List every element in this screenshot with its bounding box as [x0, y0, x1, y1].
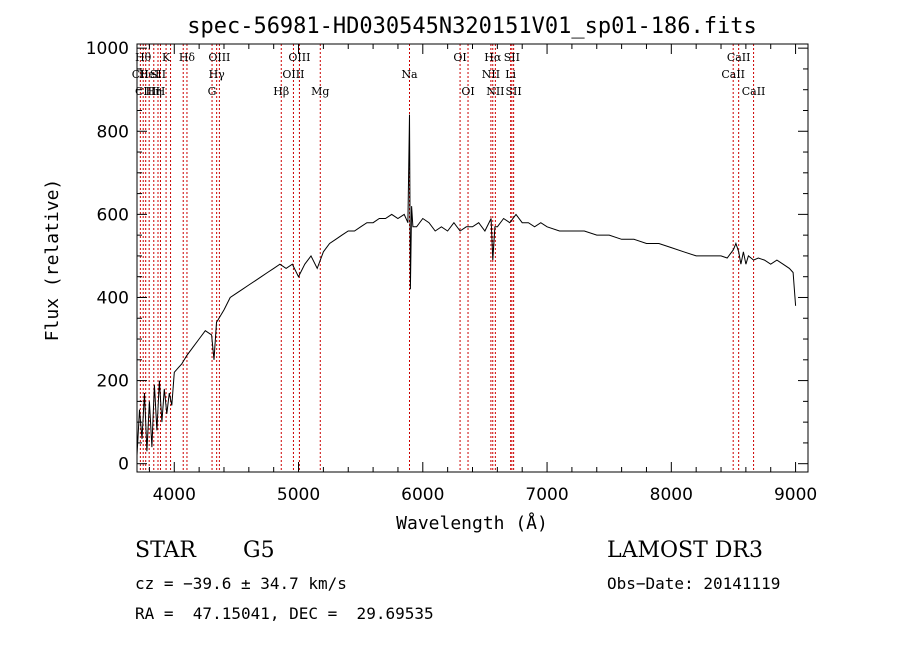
y-tick-label-800: 800 — [97, 122, 129, 142]
x-tick-label-6000: 6000 — [401, 485, 444, 505]
line-marker-label-24: Li — [505, 68, 516, 81]
line-marker-label-21: NII — [482, 68, 500, 81]
line-marker-label-18: Na — [401, 68, 418, 81]
line-marker-label-5: SII — [150, 68, 166, 81]
obs-date: Obs−Date: 20141119 — [607, 574, 781, 593]
x-tick-label-9000: 9000 — [774, 485, 817, 505]
chart-title: spec-56981-HD030545N320151V01_sp01-186.f… — [187, 14, 757, 39]
x-tick-label-7000: 7000 — [525, 485, 568, 505]
line-marker-label-16: OIII — [288, 51, 310, 64]
line-marker-label-6: H — [156, 85, 166, 98]
line-marker-label-1: Hθ — [135, 51, 152, 64]
object-class: STAR — [135, 538, 196, 563]
spectrum-line — [136, 114, 797, 456]
line-marker-label-11: G — [208, 85, 217, 98]
line-marker-label-14: Hβ — [273, 85, 289, 98]
line-marker-label-0: CII — [132, 68, 149, 81]
x-tick-label-8000: 8000 — [650, 485, 693, 505]
x-axis-label: Wavelength (Å) — [396, 512, 548, 534]
line-marker-label-22: Hα — [484, 51, 502, 64]
y-axis: 0 200 400 600 800 1000 — [86, 39, 808, 475]
line-marker-label-23: NII — [486, 85, 504, 98]
line-marker-label-29: CaII — [742, 85, 766, 98]
line-marker-label-3: HeI — [139, 68, 159, 81]
line-marker-label-19: OI — [453, 51, 466, 64]
line-markers — [139, 44, 755, 472]
line-marker-label-12: Hγ — [209, 68, 226, 81]
line-marker-label-2: CIII — [135, 85, 156, 98]
line-marker-label-7: K — [162, 51, 171, 64]
line-marker-label-20: OI — [461, 85, 474, 98]
plot-frame — [136, 43, 809, 473]
y-tick-label-1000: 1000 — [86, 39, 129, 59]
line-marker-label-4: Hη — [146, 85, 162, 98]
line-marker-label-28: CaII — [727, 51, 751, 64]
line-marker-label-27: CaII — [721, 68, 745, 81]
y-tick-label-0: 0 — [118, 455, 129, 475]
survey-name: LAMOST DR3 — [607, 538, 763, 563]
x-tick-label-4000: 4000 — [153, 485, 196, 505]
line-marker-label-15: OIII — [282, 68, 304, 81]
line-marker-label-25: SII — [504, 51, 520, 64]
y-axis-label: Flux (relative) — [42, 179, 63, 342]
line-marker-label-26: SII — [506, 85, 522, 98]
coordinates: RA = 47.15041, DEC = 29.69535 — [135, 604, 434, 623]
y-tick-label-200: 200 — [97, 372, 129, 392]
line-marker-label-17: Mg — [311, 85, 329, 98]
y-tick-label-400: 400 — [97, 288, 129, 308]
subclass: G5 — [243, 538, 275, 563]
line-marker-labels: CII Hθ CIII HeI Hη SII H K Hδ G Hγ OIII Hβ OIII OIII Mg… — [132, 51, 766, 98]
line-marker-label-13: OIII — [208, 51, 230, 64]
redshift-readout: cz = −39.6 ± 34.7 km/s — [135, 574, 347, 593]
x-tick-label-5000: 5000 — [277, 485, 320, 505]
y-tick-label-600: 600 — [97, 205, 129, 225]
line-marker-label-10: Hδ — [179, 51, 196, 64]
x-axis: 4000 5000 6000 7000 8000 9000 — [148, 44, 817, 505]
